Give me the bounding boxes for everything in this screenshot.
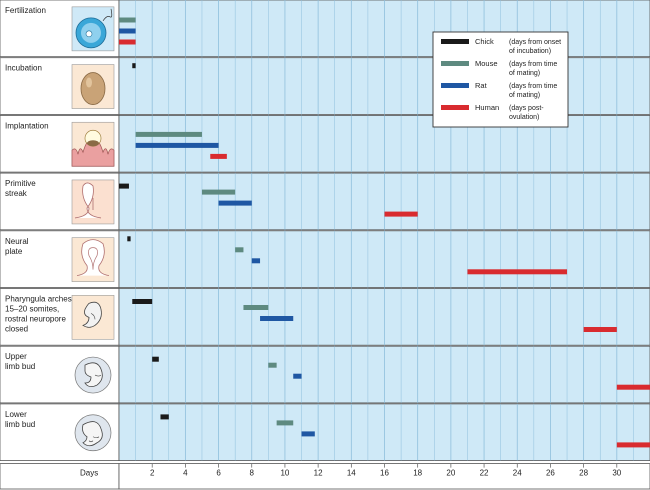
bar-rat <box>293 373 302 379</box>
bar-chick <box>127 236 131 242</box>
stage-row: Neural plate <box>0 230 650 288</box>
legend-swatch-human <box>441 105 469 110</box>
bar-rat <box>135 142 219 148</box>
stage-label: Primitive streak <box>5 179 36 198</box>
stage-row: Lower limb bud <box>0 403 650 461</box>
bar-human <box>616 442 650 448</box>
legend-desc: (days from onset of incubation) <box>509 39 561 55</box>
tick-label: 16 <box>380 469 389 478</box>
legend-swatch-rat <box>441 83 469 88</box>
bar-human <box>467 269 568 275</box>
legend-desc: (days post-ovulation) <box>509 105 544 121</box>
stage-row: Pharyngula arches 15–20 somites, rostral n… <box>0 288 650 346</box>
tick-label: 26 <box>546 469 555 478</box>
bar-rat <box>251 258 261 264</box>
primitive-streak-icon <box>71 179 115 225</box>
legend-desc: (days from time of mating) <box>509 61 557 77</box>
stage-label: Implantation <box>5 121 49 130</box>
fertilization-icon <box>71 6 115 52</box>
tick-label: 10 <box>280 469 289 478</box>
legend-swatch-mouse <box>441 61 469 66</box>
bar-rat <box>119 28 136 34</box>
legend-name: Chick <box>475 37 494 46</box>
bar-chick <box>132 299 153 304</box>
bar-mouse <box>243 305 269 310</box>
stage-label: Pharyngula arches 15–20 somites, rostral n… <box>5 295 72 334</box>
stage-label: Fertilization <box>5 6 46 15</box>
tick-label: 4 <box>183 469 188 478</box>
stage-row: Upper limb bud <box>0 345 650 404</box>
tick-label: 20 <box>446 469 455 478</box>
tick-label: 30 <box>612 469 621 478</box>
stage-label: Incubation <box>5 64 42 73</box>
tick-label: 24 <box>513 469 522 478</box>
legend-name: Human <box>475 103 499 112</box>
stage-row: Primitive streak <box>0 172 650 231</box>
tick-label: 6 <box>216 469 221 478</box>
bar-mouse <box>119 17 136 23</box>
bar-mouse <box>135 131 202 137</box>
bar-chick <box>152 356 159 362</box>
tick-label: 18 <box>413 469 422 478</box>
bar-human <box>616 384 650 390</box>
implantation-icon <box>71 121 115 167</box>
stage-label: Upper limb bud <box>5 352 35 371</box>
tick-label: 28 <box>579 469 588 478</box>
bar-chick <box>132 63 136 69</box>
tick-label: 2 <box>150 469 155 478</box>
lower-limb-embryo-icon <box>74 414 112 452</box>
stage-label: Neural plate <box>5 237 29 256</box>
tick-label: 12 <box>314 469 323 478</box>
bar-chick <box>160 414 169 420</box>
upper-limb-embryo-icon <box>74 356 112 394</box>
stage-label: Lower limb bud <box>5 410 35 429</box>
tick-label: 22 <box>480 469 489 478</box>
bar-rat <box>218 200 252 206</box>
legend-name: Mouse <box>475 59 498 68</box>
neural-plate-icon <box>71 237 115 282</box>
tick-label: 8 <box>250 469 255 478</box>
bar-human <box>384 211 418 217</box>
legend-name: Rat <box>475 81 488 90</box>
bar-mouse <box>201 189 236 195</box>
legend-box <box>432 31 569 128</box>
days-axis: Days 2 4 6 8 10 12 14 16 18 20 22 24 26 28 30 <box>0 463 650 490</box>
bar-human <box>119 39 136 45</box>
bar-rat <box>260 316 294 321</box>
bar-chick <box>119 183 129 189</box>
axis-label-days: Days <box>80 469 98 478</box>
stage-rows: Fertilization Incubation Implantation Primi… <box>0 0 650 461</box>
bar-rat <box>301 431 315 437</box>
tick-label: 14 <box>347 469 356 478</box>
pharyngula-embryo-icon <box>71 295 115 340</box>
legend-desc: (days from time of mating) <box>509 83 557 99</box>
bar-mouse <box>276 420 294 426</box>
legend-swatch-chick <box>441 39 469 44</box>
bar-mouse <box>235 247 244 253</box>
bar-human <box>583 327 617 332</box>
bar-mouse <box>268 362 277 368</box>
bar-human <box>210 153 227 159</box>
egg-icon <box>71 64 115 109</box>
stage-row: Implantation <box>0 115 650 173</box>
legend: Chick (days from onset of incubation) Mouse… <box>432 31 569 128</box>
